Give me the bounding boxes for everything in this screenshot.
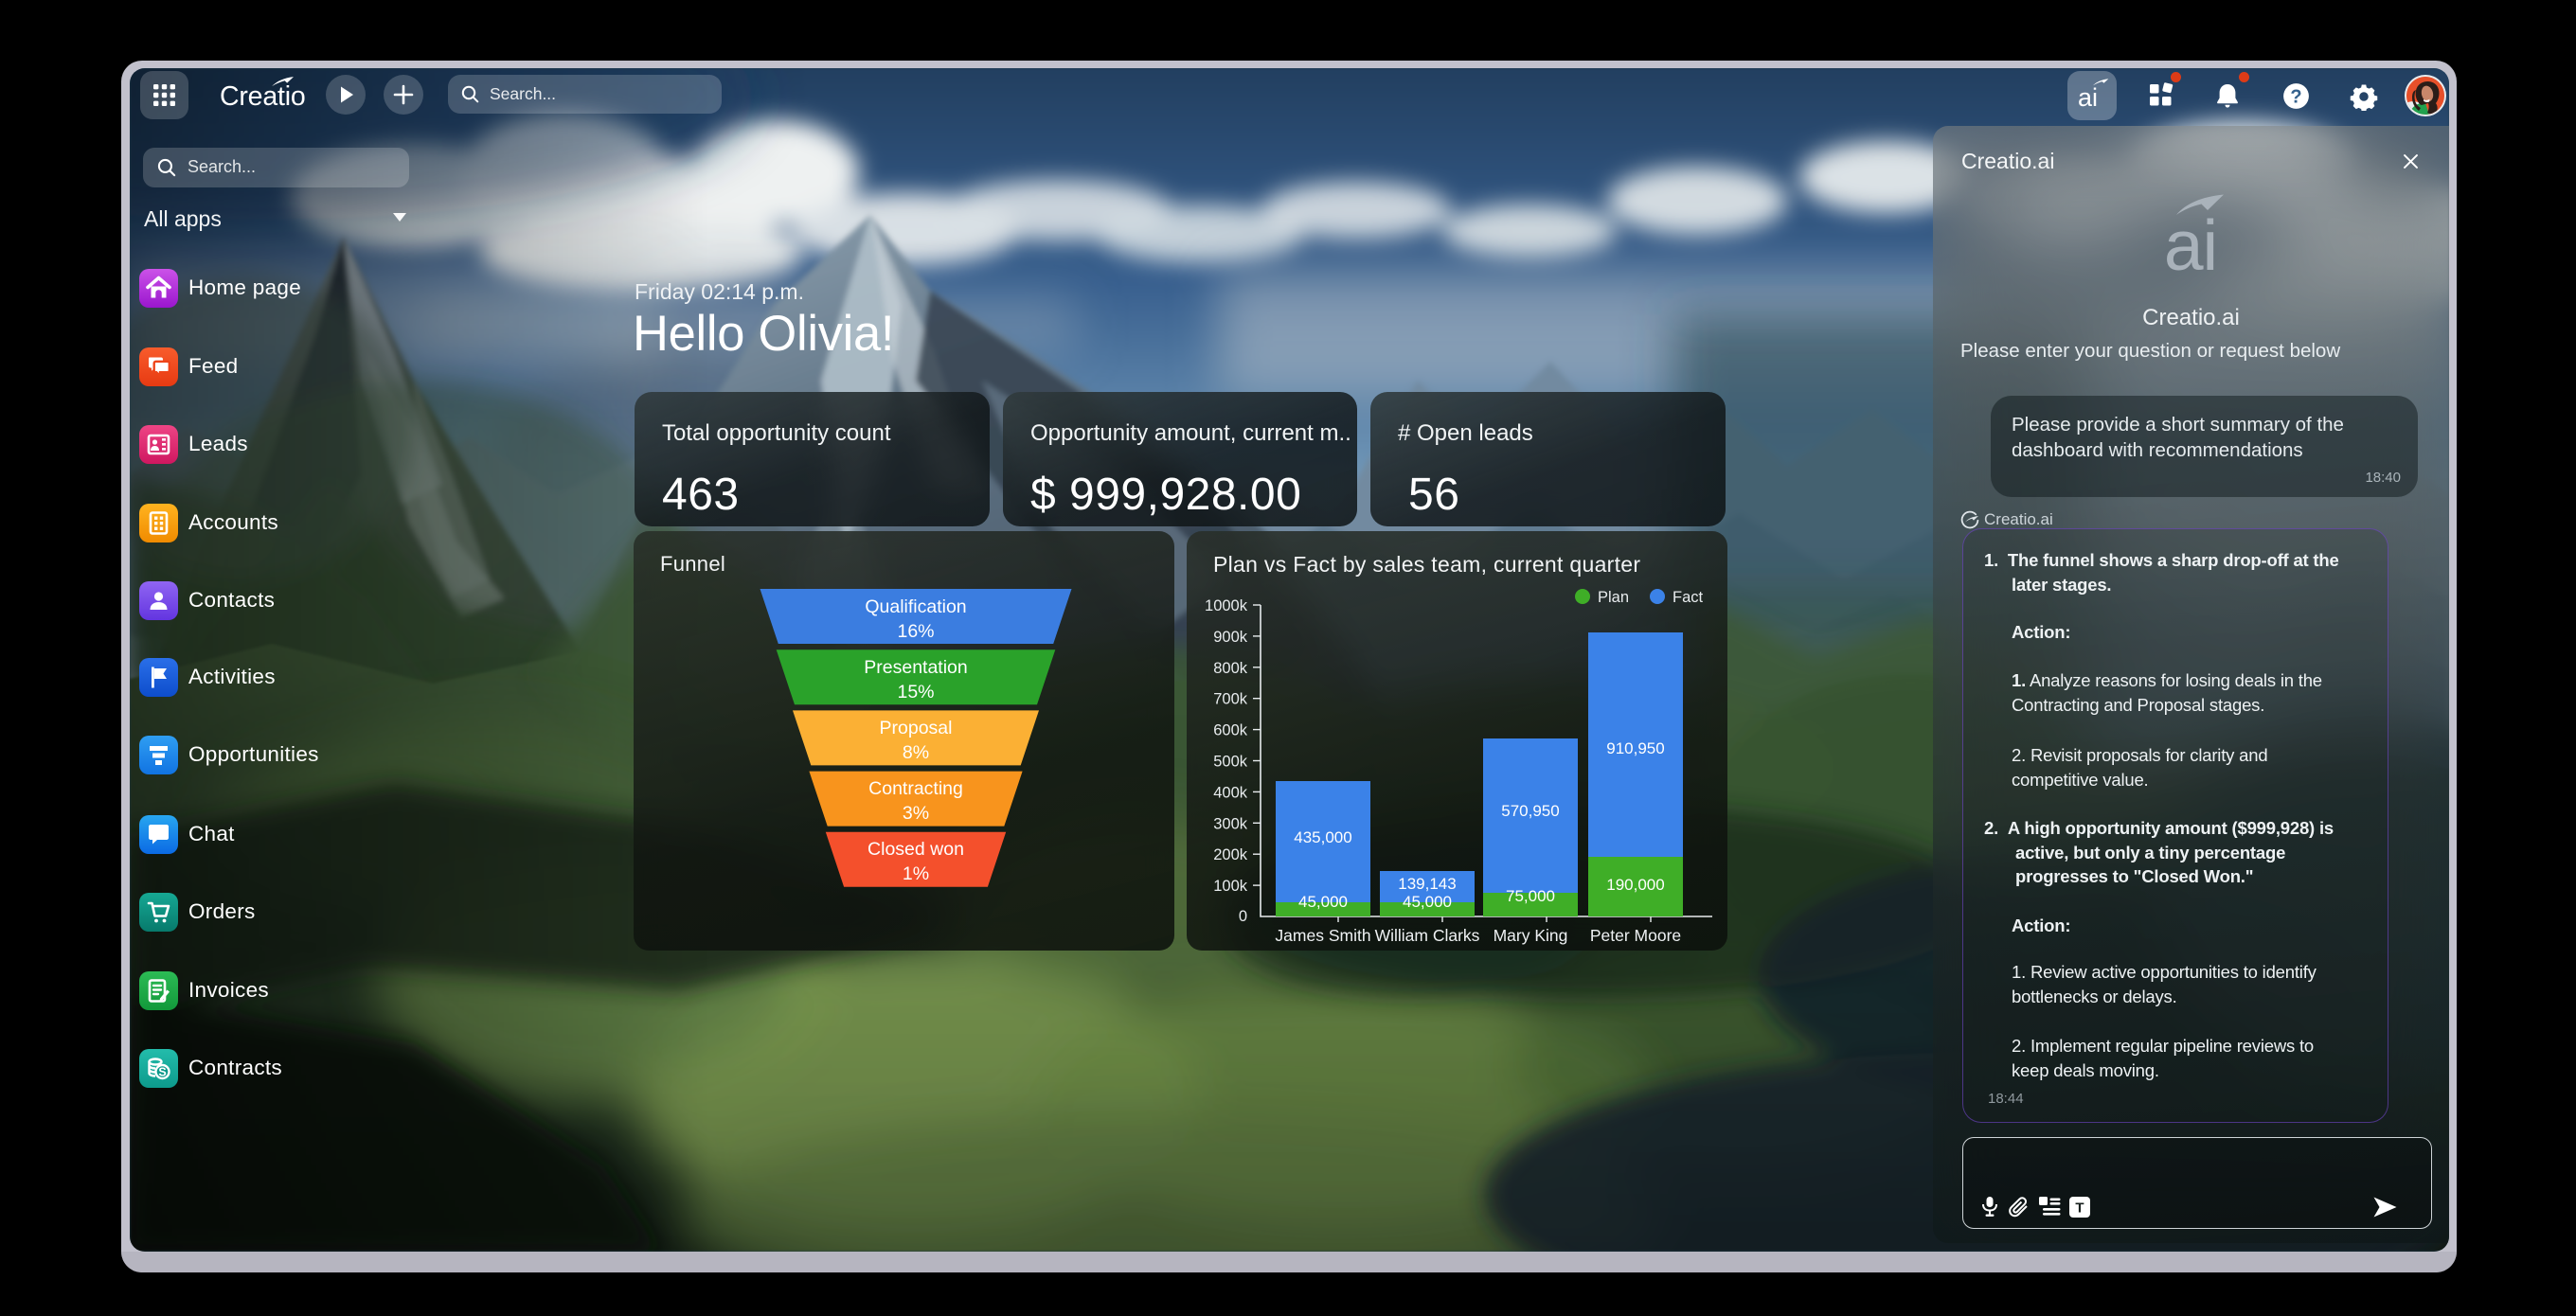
svg-text:Fact: Fact bbox=[1673, 589, 1704, 606]
svg-text:1000k: 1000k bbox=[1205, 597, 1248, 614]
svg-text:190,000: 190,000 bbox=[1606, 876, 1664, 894]
svg-text:Closed won: Closed won bbox=[868, 839, 964, 860]
svg-text:3%: 3% bbox=[903, 803, 929, 824]
svg-text:139,143: 139,143 bbox=[1398, 875, 1456, 893]
svg-text:100k: 100k bbox=[1213, 878, 1248, 895]
svg-text:William Clarks: William Clarks bbox=[1375, 926, 1480, 945]
svg-text:45,000: 45,000 bbox=[1298, 893, 1348, 911]
svg-text:45,000: 45,000 bbox=[1403, 893, 1452, 911]
svg-text:300k: 300k bbox=[1213, 815, 1248, 832]
svg-text:0: 0 bbox=[1239, 908, 1247, 925]
svg-text:T: T bbox=[2075, 1200, 2084, 1217]
svg-text:900k: 900k bbox=[1213, 629, 1248, 646]
svg-text:Mary King: Mary King bbox=[1494, 926, 1568, 945]
svg-text:400k: 400k bbox=[1213, 784, 1248, 801]
svg-text:Plan: Plan bbox=[1598, 589, 1629, 606]
svg-text:Proposal: Proposal bbox=[880, 718, 953, 738]
svg-text:8%: 8% bbox=[903, 742, 929, 763]
svg-text:S: S bbox=[158, 1066, 166, 1079]
svg-text:910,950: 910,950 bbox=[1606, 739, 1664, 757]
svg-text:800k: 800k bbox=[1213, 660, 1248, 677]
svg-text:Qualification: Qualification bbox=[865, 596, 966, 617]
svg-text:500k: 500k bbox=[1213, 754, 1248, 771]
svg-text:Presentation: Presentation bbox=[864, 657, 968, 678]
svg-text:16%: 16% bbox=[897, 621, 934, 642]
svg-text:Peter Moore: Peter Moore bbox=[1590, 926, 1681, 945]
svg-text:600k: 600k bbox=[1213, 722, 1248, 739]
svg-text:700k: 700k bbox=[1213, 691, 1248, 708]
svg-text:15%: 15% bbox=[897, 682, 934, 702]
svg-text:75,000: 75,000 bbox=[1506, 887, 1555, 905]
svg-text:200k: 200k bbox=[1213, 846, 1248, 863]
svg-text:ai: ai bbox=[2164, 205, 2217, 273]
svg-text:Contracting: Contracting bbox=[868, 778, 963, 799]
svg-text:570,950: 570,950 bbox=[1501, 802, 1559, 820]
svg-text:435,000: 435,000 bbox=[1294, 828, 1351, 846]
svg-text:James Smith: James Smith bbox=[1275, 926, 1370, 945]
svg-text:1%: 1% bbox=[903, 863, 929, 884]
svg-text:?: ? bbox=[2290, 87, 2301, 108]
